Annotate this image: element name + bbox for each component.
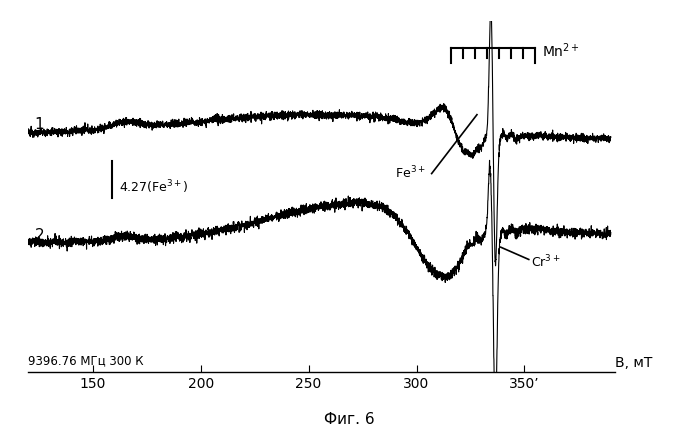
Text: Фиг. 6: Фиг. 6 bbox=[324, 412, 375, 427]
Text: Mn$^{2+}$: Mn$^{2+}$ bbox=[542, 42, 579, 60]
Text: Cr$^{3+}$: Cr$^{3+}$ bbox=[531, 253, 561, 270]
Text: B, мТ: B, мТ bbox=[615, 356, 652, 370]
Text: Fe$^{3+}$: Fe$^{3+}$ bbox=[395, 165, 426, 181]
Text: 4.27(Fe$^{3+}$): 4.27(Fe$^{3+}$) bbox=[119, 178, 188, 196]
Text: 9396.76 МГц 300 К: 9396.76 МГц 300 К bbox=[28, 354, 143, 368]
Text: 2: 2 bbox=[34, 228, 44, 243]
Text: 1: 1 bbox=[34, 117, 44, 132]
